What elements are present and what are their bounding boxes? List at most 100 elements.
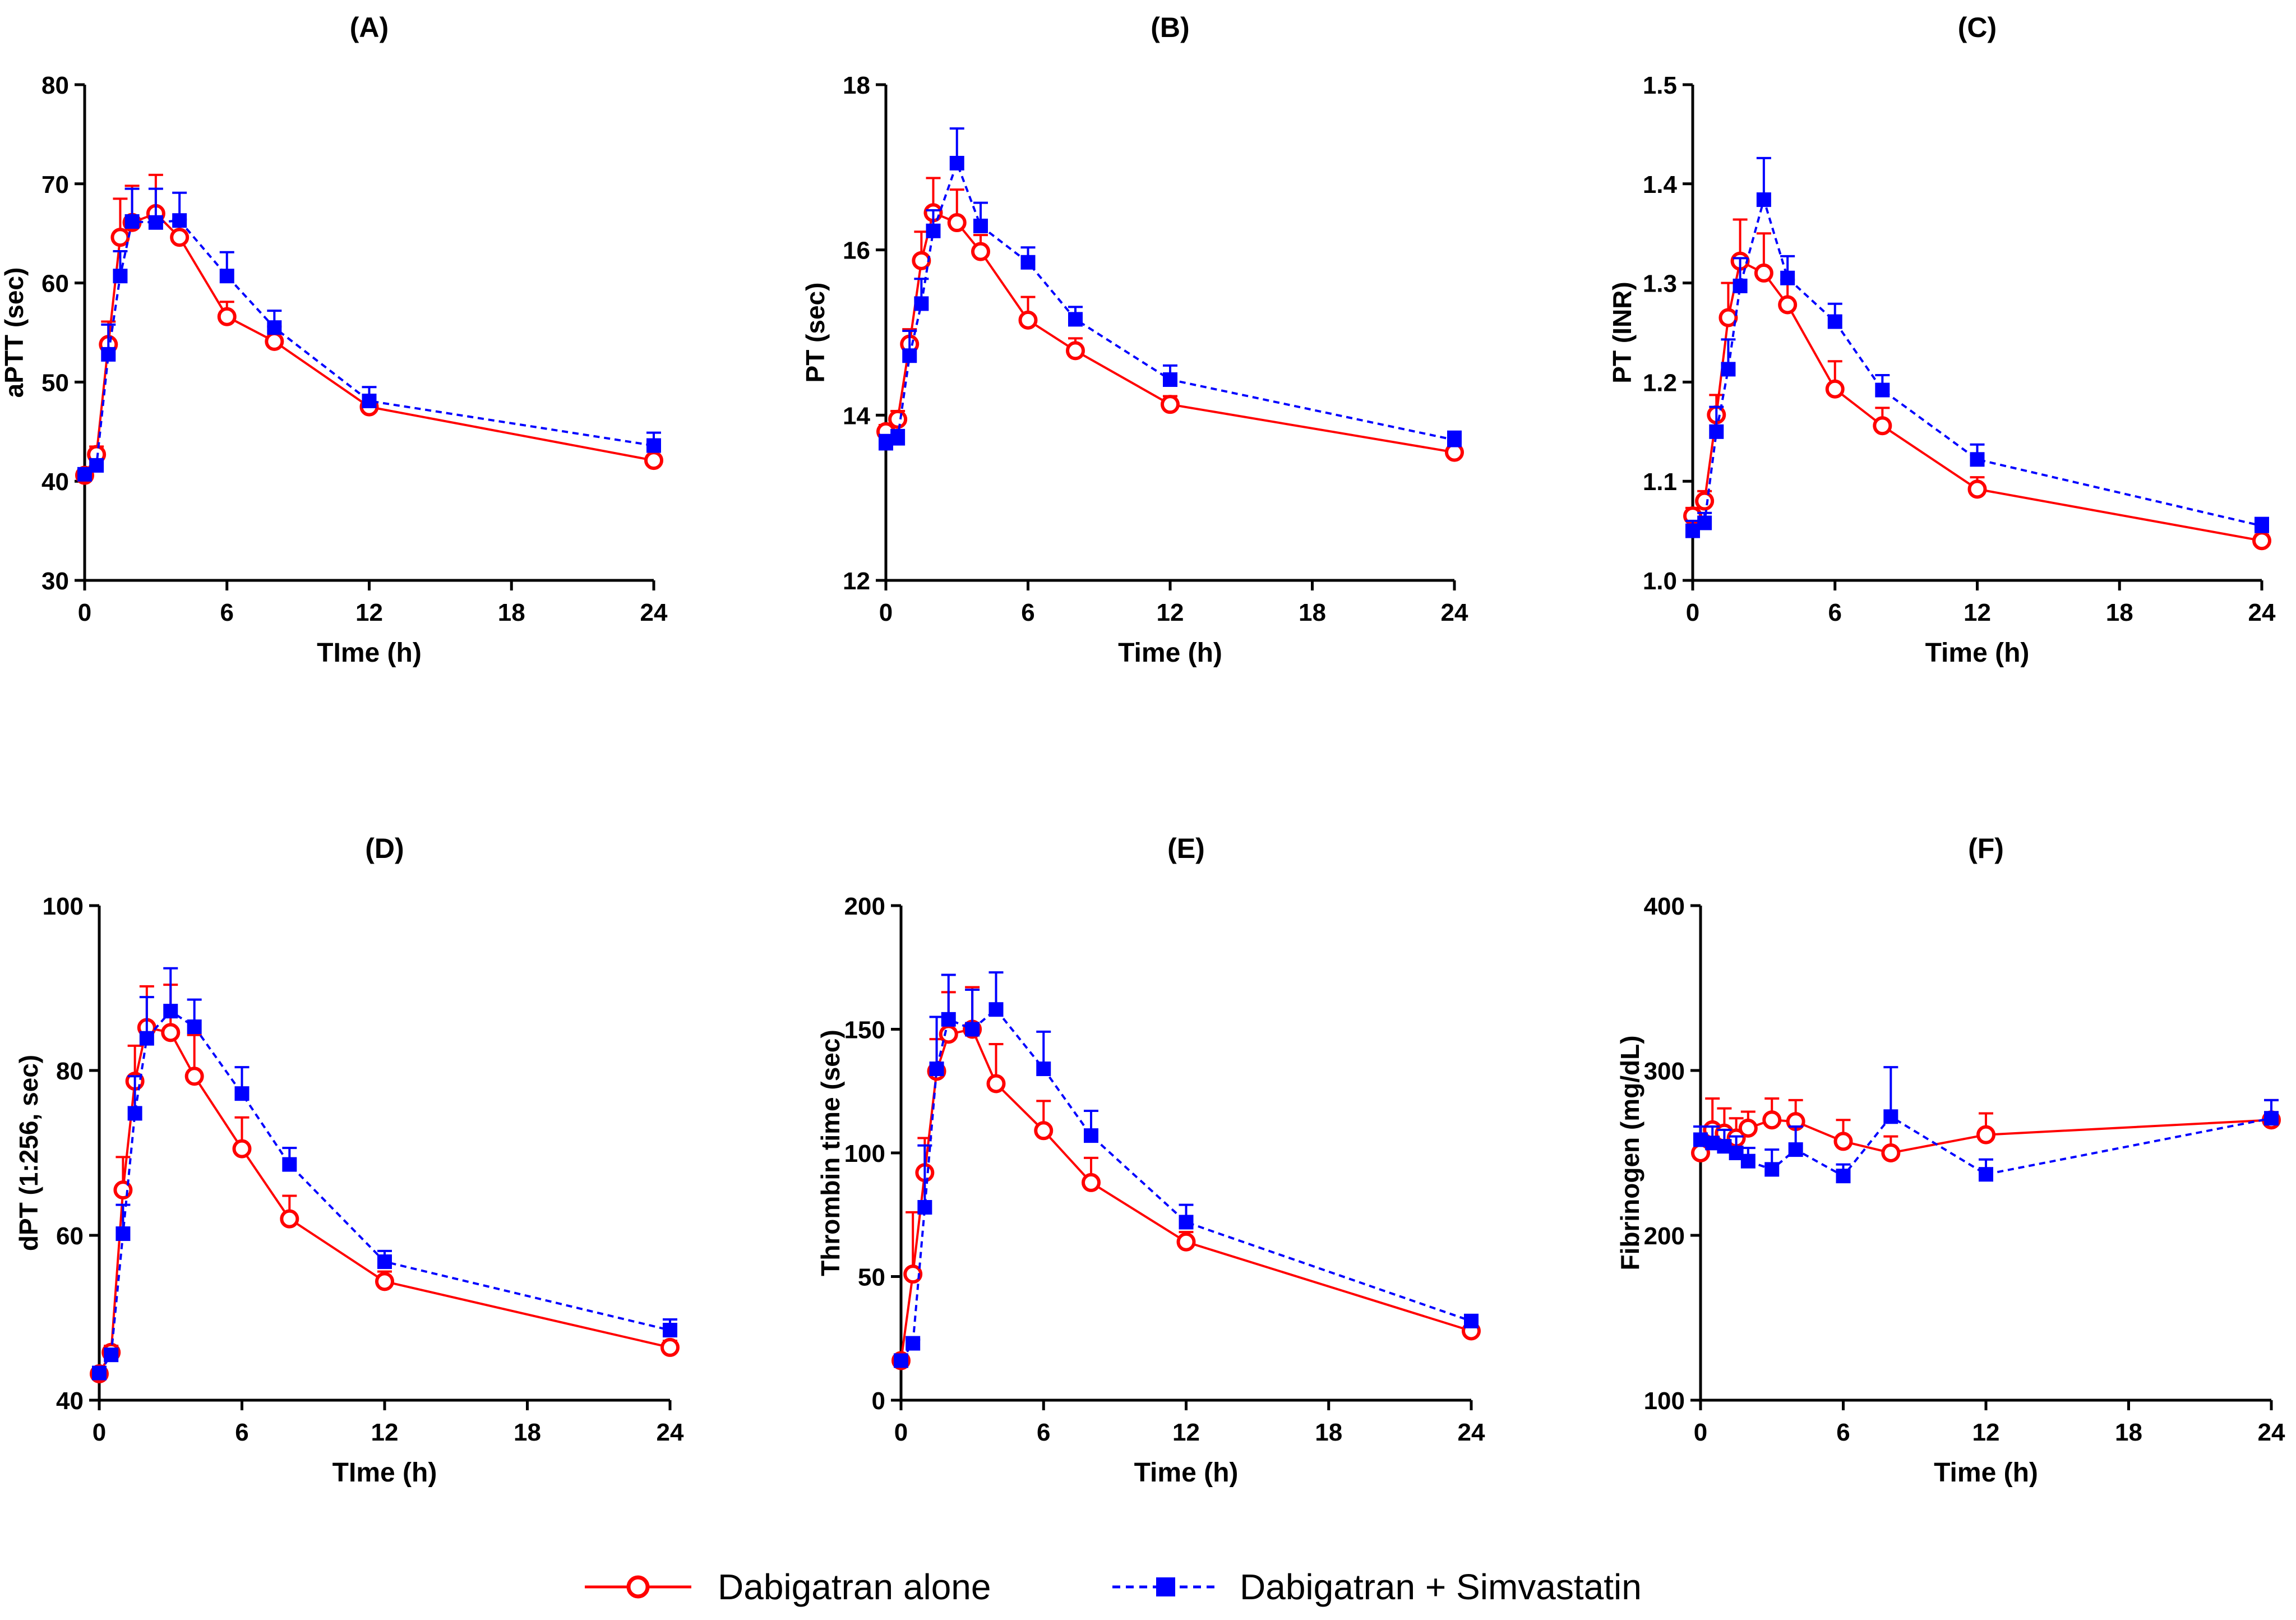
y-axis-label: Thrombin time (sec) [816, 1030, 845, 1276]
data-point [947, 213, 967, 233]
y-tick-label: 60 [41, 270, 69, 298]
panel-title: (B) [1151, 12, 1189, 43]
data-point [1738, 1118, 1758, 1138]
y-tick-label: 100 [844, 1140, 885, 1167]
y-axis-label: PT (INR) [1607, 281, 1637, 383]
data-point [1836, 1169, 1851, 1184]
data-point [903, 1264, 923, 1284]
panel-title: (C) [1958, 12, 1997, 43]
y-tick-label: 1.1 [1643, 468, 1677, 496]
data-point [217, 307, 237, 326]
x-tick-label: 18 [1315, 1419, 1342, 1446]
y-tick-label: 100 [1644, 1387, 1685, 1415]
data-point [1762, 1110, 1782, 1130]
data-point [1827, 314, 1842, 329]
panel-title: (F) [1968, 833, 2004, 864]
y-tick-label: 80 [41, 72, 69, 99]
data-point [110, 228, 130, 247]
data-point [1709, 424, 1724, 439]
x-tick-label: 18 [2115, 1419, 2142, 1446]
panel-1: (A) 30 40 50 60 70 80 0 6 12 18 24 TIme (h) aPTT (sec… [0, 12, 668, 668]
data-point [1825, 379, 1845, 399]
data-point [1163, 372, 1177, 387]
legend-alone-label: Dabigatran alone [718, 1567, 991, 1607]
data-point [163, 1004, 178, 1019]
data-point [888, 409, 908, 429]
series-dabigatran-simvastatin [1693, 1066, 2279, 1184]
data-point [1873, 416, 1892, 436]
x-tick-label: 12 [1964, 599, 1991, 626]
series-dabigatran-alone [75, 173, 663, 485]
data-point [1883, 1109, 1898, 1124]
data-point [912, 251, 931, 270]
data-point [1979, 1167, 1993, 1182]
x-tick-label: 0 [879, 599, 893, 626]
data-point [1464, 1313, 1479, 1328]
y-tick-label: 400 [1644, 893, 1685, 920]
series-line [885, 211, 1455, 454]
y-tick-label: 1.5 [1643, 72, 1677, 99]
legend-combo-marker [1156, 1577, 1175, 1596]
data-point [1036, 1061, 1051, 1077]
data-point [646, 438, 661, 453]
data-point [1976, 1125, 1995, 1144]
data-point [1754, 263, 1773, 283]
x-tick-label: 24 [657, 1419, 684, 1446]
y-tick-label: 1.2 [1643, 369, 1677, 396]
data-point [949, 155, 964, 170]
series-dabigatran-alone [1691, 1097, 2281, 1162]
data-point [1881, 1143, 1901, 1162]
data-point [377, 1254, 392, 1270]
x-tick-label: 18 [1299, 599, 1326, 626]
data-point [1721, 362, 1736, 377]
y-tick-label: 200 [844, 893, 885, 920]
data-point [184, 1067, 204, 1086]
x-tick-label: 24 [1458, 1419, 1485, 1446]
data-point [663, 1323, 677, 1338]
y-axis-label: Fibrinogen (mg/dL) [1615, 1035, 1644, 1270]
series-dabigatran-alone [90, 984, 680, 1383]
series-line [885, 160, 1455, 445]
y-tick-label: 100 [43, 893, 84, 920]
data-point [170, 228, 190, 247]
y-tick-label: 300 [1644, 1058, 1685, 1085]
data-point [116, 1226, 131, 1241]
data-point [1875, 382, 1890, 398]
data-point [1778, 295, 1798, 315]
x-tick-label: 6 [1836, 1419, 1850, 1446]
x-tick-label: 6 [1021, 599, 1034, 626]
x-axis-label: TIme (h) [332, 1458, 437, 1488]
x-tick-label: 24 [1441, 599, 1468, 626]
data-point [139, 1031, 154, 1046]
y-tick-label: 30 [41, 567, 69, 595]
panel-title: (D) [365, 833, 404, 864]
series-line [1692, 259, 2262, 542]
series-dabigatran-simvastatin [92, 967, 677, 1381]
x-tick-label: 0 [894, 1419, 908, 1446]
data-point [1020, 255, 1036, 270]
data-point [1084, 1128, 1098, 1143]
data-point [113, 269, 128, 284]
panel-6: (F) 100 200 300 400 0 6 12 18 24 Time (h) Fibrinoge… [1615, 833, 2285, 1488]
data-point [267, 320, 282, 335]
data-point [375, 1272, 394, 1291]
data-point [986, 1074, 1006, 1093]
data-point [973, 218, 988, 233]
x-tick-label: 18 [514, 1419, 541, 1446]
data-point [1066, 341, 1085, 361]
x-tick-label: 24 [640, 599, 668, 626]
data-point [1764, 1162, 1780, 1177]
series-line [98, 1009, 671, 1374]
x-tick-label: 6 [1037, 1419, 1050, 1446]
data-point [929, 1061, 944, 1077]
data-point [2255, 518, 2269, 533]
data-point [988, 1002, 1004, 1017]
data-point [660, 1337, 680, 1357]
data-point [92, 1365, 107, 1381]
y-tick-label: 40 [41, 468, 69, 496]
y-tick-label: 50 [858, 1264, 885, 1291]
data-point [148, 215, 163, 230]
y-tick-label: 12 [843, 567, 870, 595]
legend: Dabigatran alone Dabigatran + Simvastati… [585, 1567, 1642, 1607]
